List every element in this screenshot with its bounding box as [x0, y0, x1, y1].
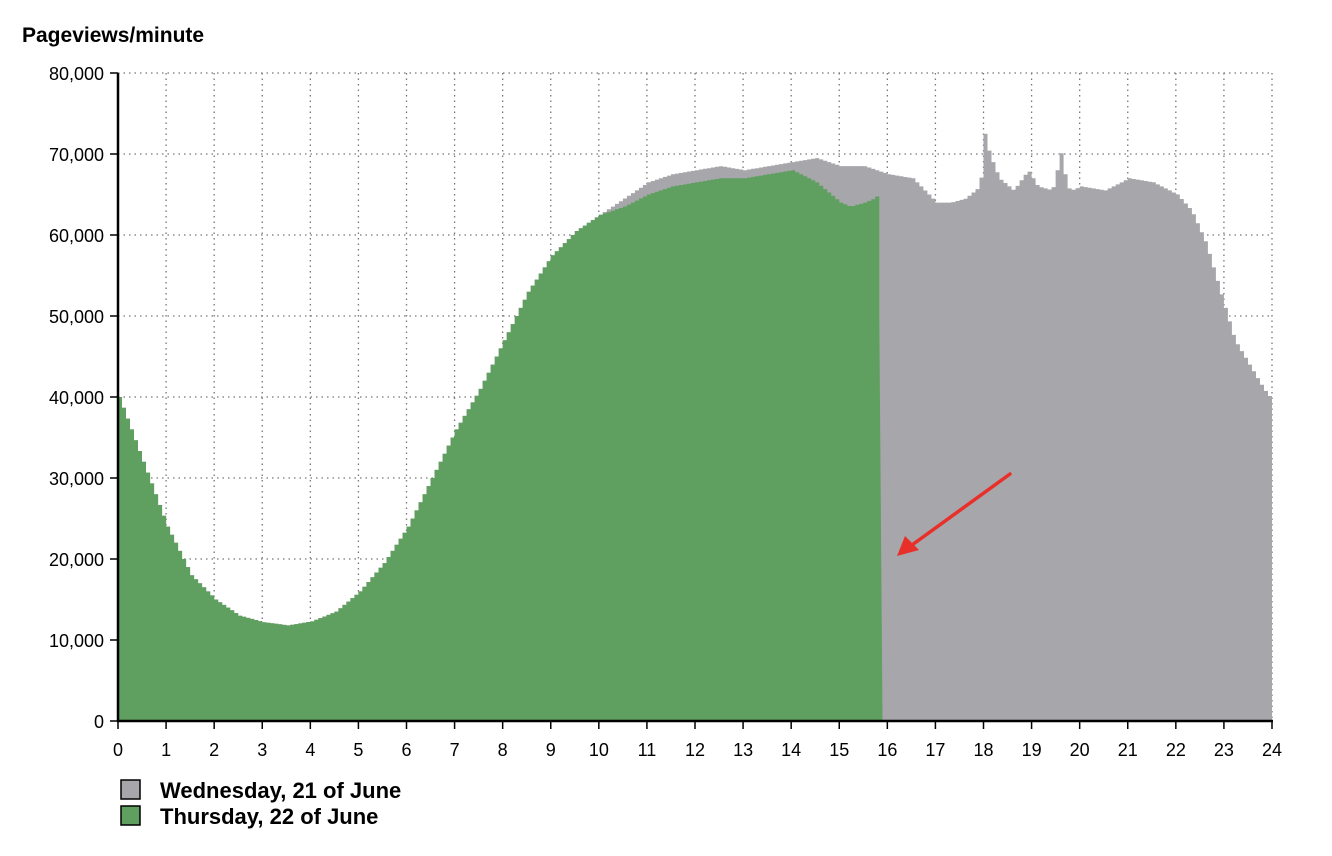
legend-swatch	[120, 779, 141, 800]
x-tick-label: 23	[1214, 740, 1234, 760]
legend-label: Wednesday, 21 of June	[160, 778, 401, 803]
x-tick-label: 4	[305, 740, 315, 760]
y-tick-label: 10,000	[49, 631, 104, 651]
x-tick-label: 0	[113, 740, 123, 760]
y-tick-label: 60,000	[49, 226, 104, 246]
y-axis-label: Pageviews/minute	[22, 24, 204, 47]
y-tick-label: 0	[94, 712, 104, 732]
x-tick-label: 22	[1166, 740, 1186, 760]
y-tick-label: 70,000	[49, 145, 104, 165]
x-tick-label: 3	[257, 740, 267, 760]
x-tick-label: 13	[733, 740, 753, 760]
x-tick-label: 2	[209, 740, 219, 760]
x-tick-label: 16	[877, 740, 897, 760]
x-tick-label: 14	[781, 740, 801, 760]
annotation-arrow-shaft	[910, 472, 1012, 547]
y-tick-label: 80,000	[49, 64, 104, 84]
x-tick-label: 6	[401, 740, 411, 760]
annotation-arrow-head	[897, 536, 919, 556]
x-tick-label: 1	[161, 740, 171, 760]
x-tick-label: 24	[1262, 740, 1282, 760]
y-tick-label: 50,000	[49, 307, 104, 327]
x-tick-label: 18	[973, 740, 993, 760]
x-tick-label: 17	[925, 740, 945, 760]
x-tick-label: 15	[829, 740, 849, 760]
x-tick-label: 19	[1022, 740, 1042, 760]
y-tick-labels: 0 10,000 20,000 30,000 40,000 50,000 60,000 70,…	[49, 64, 118, 732]
x-tick-labels: 0 1 2 3 4 5 6 7 8 9 10 11 12 13 14 15 16 17 18 19 20 21 22 23 24	[113, 721, 1282, 760]
x-tick-label: 9	[546, 740, 556, 760]
y-tick-label: 30,000	[49, 469, 104, 489]
x-tick-label: 12	[685, 740, 705, 760]
y-tick-label: 20,000	[49, 550, 104, 570]
x-tick-label: 7	[450, 740, 460, 760]
x-tick-label: 11	[638, 740, 657, 760]
x-tick-label: 5	[353, 740, 363, 760]
series-area-2	[118, 170, 883, 721]
legend-swatch	[120, 805, 141, 826]
legend-label: Thursday, 22 of June	[160, 804, 378, 829]
series-areas	[118, 133, 1272, 722]
annotation-arrow	[897, 472, 1012, 556]
x-tick-label: 8	[498, 740, 508, 760]
y-tick-label: 40,000	[49, 388, 104, 408]
x-tick-label: 20	[1070, 740, 1090, 760]
x-tick-label: 21	[1118, 740, 1138, 760]
x-tick-label: 10	[589, 740, 609, 760]
